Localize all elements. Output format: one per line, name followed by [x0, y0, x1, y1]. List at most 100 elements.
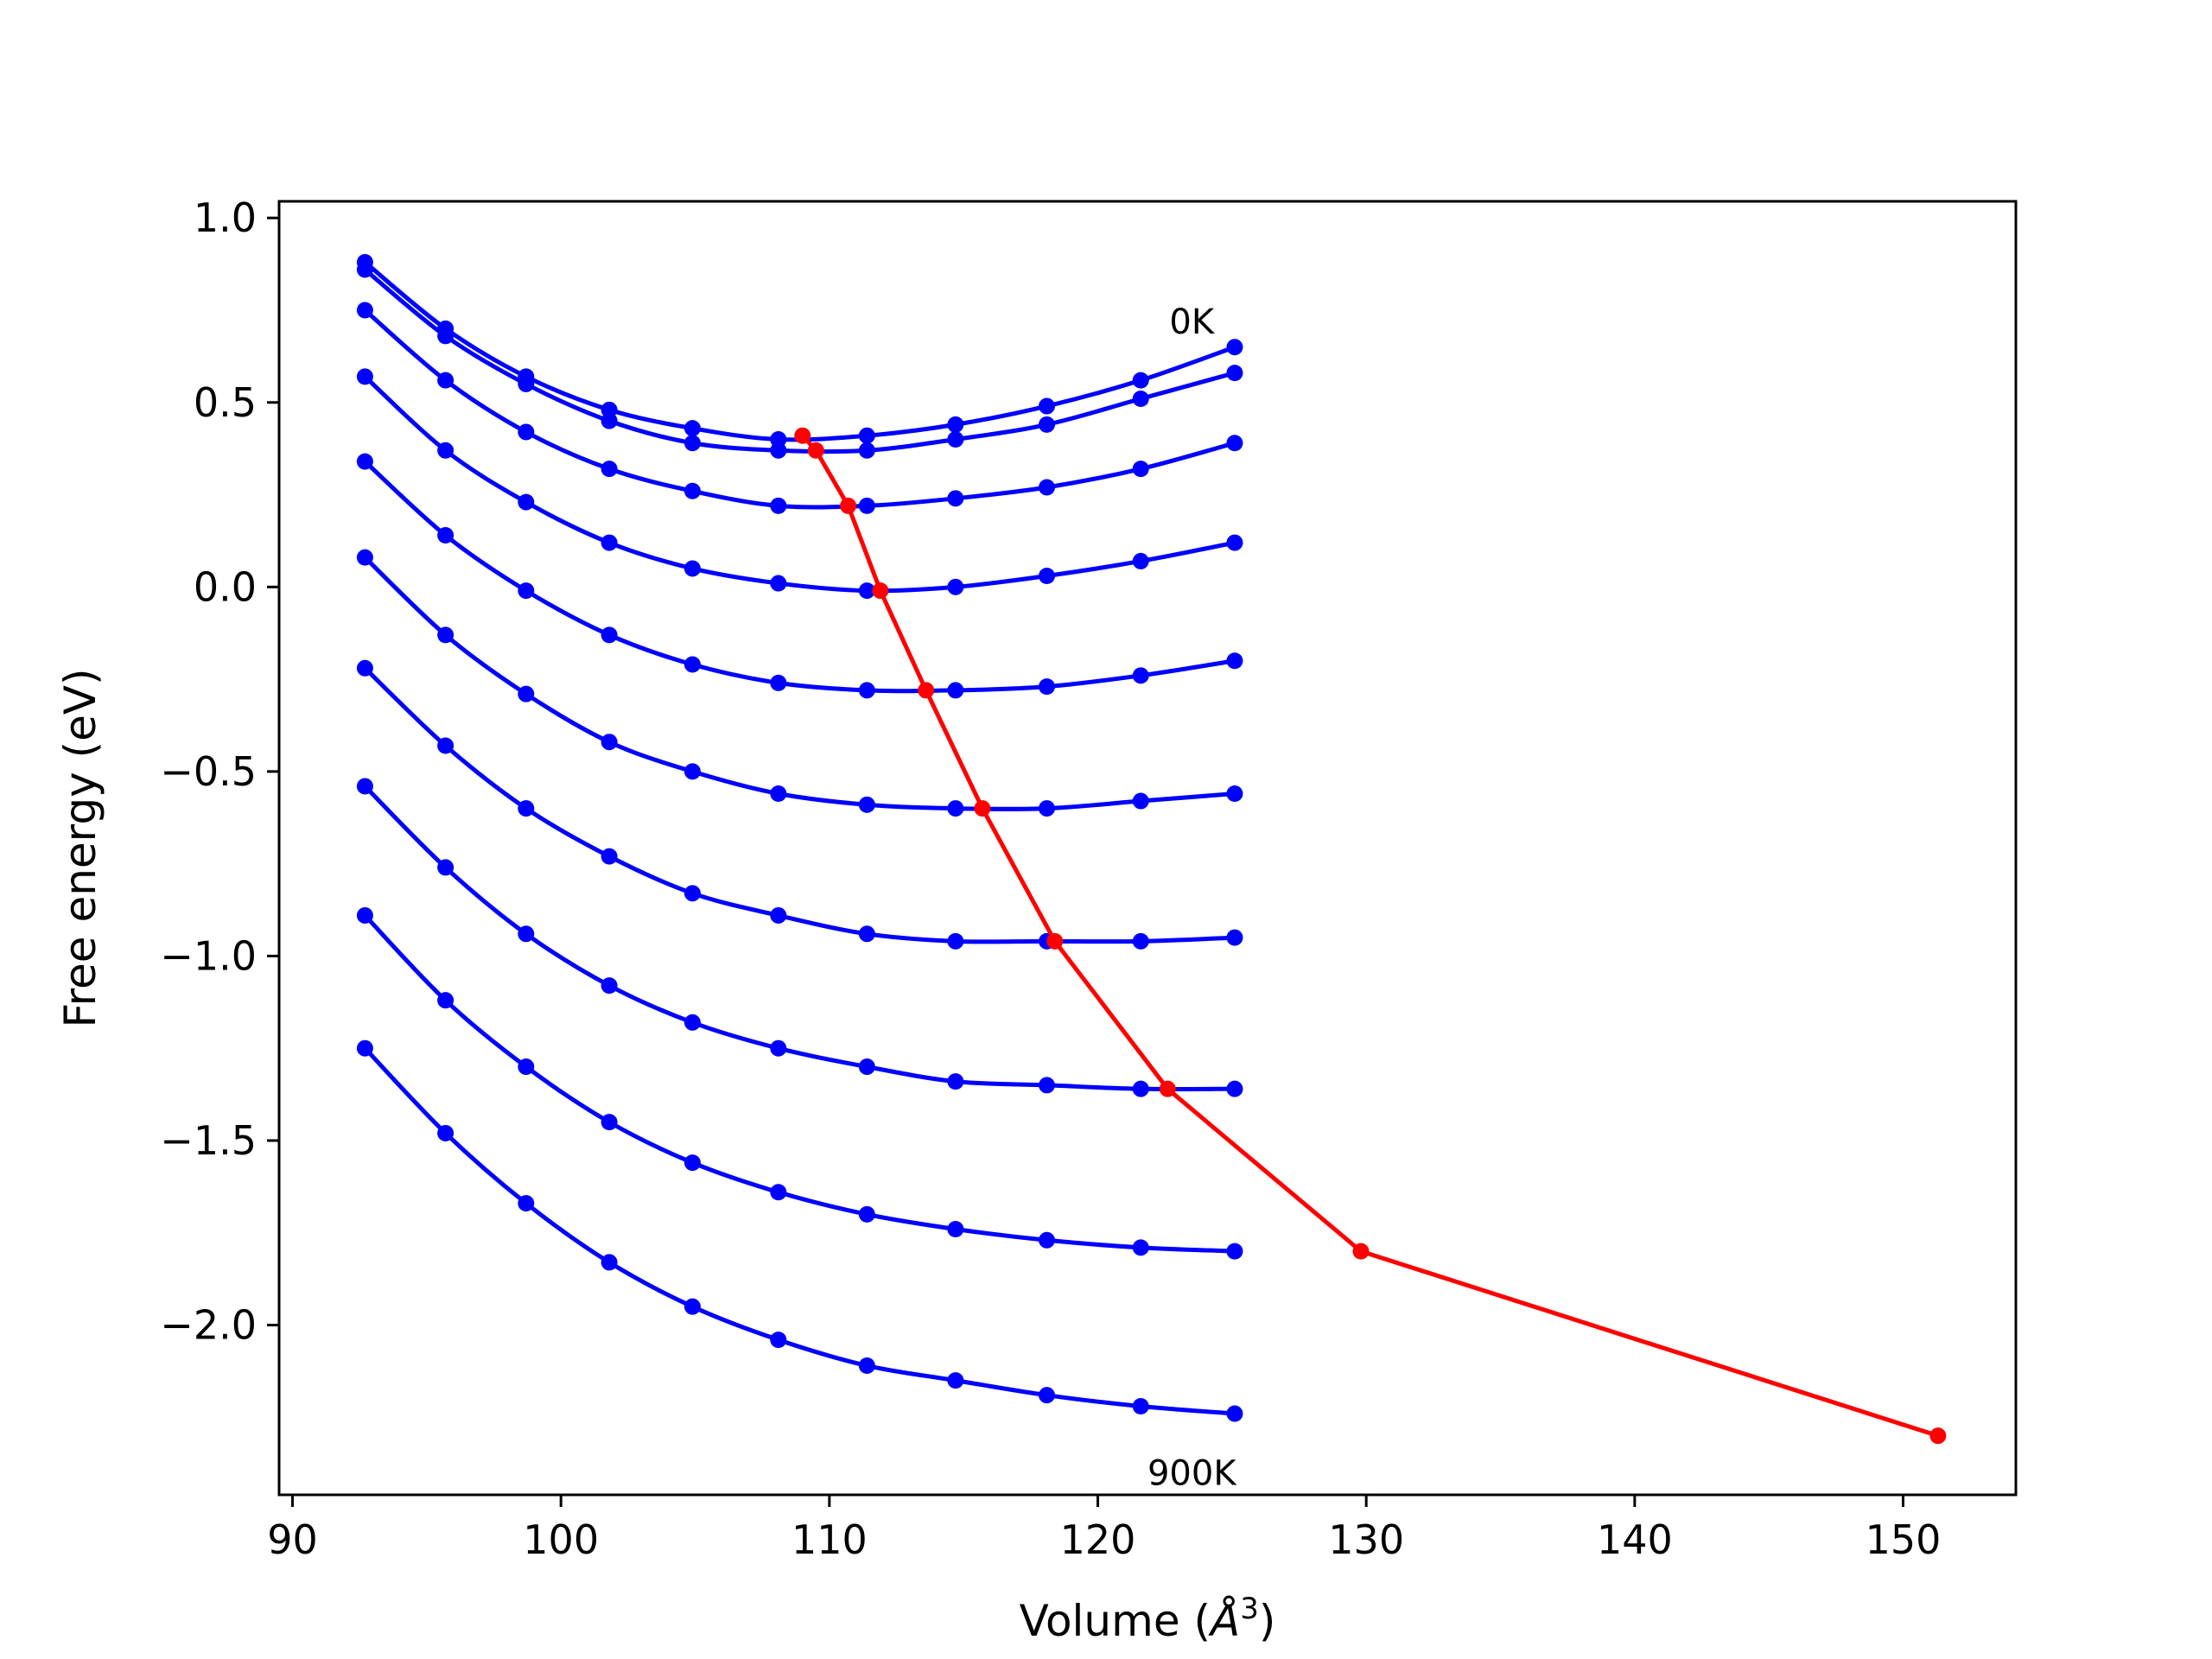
series-3-point-6 [858, 582, 875, 600]
minimum-line [800, 434, 1939, 1439]
series-6-point-0 [356, 659, 373, 677]
series-9-point-3 [601, 1254, 618, 1271]
series-1-point-2 [518, 375, 535, 392]
series-2-point-5 [770, 497, 787, 514]
series-8-point-6 [858, 1205, 875, 1223]
series-0-point-4 [683, 420, 701, 437]
series-5-point-2 [518, 685, 535, 702]
y-axis-ticks: 1.0 0.5 0.0 −0.5 −1.0 −1.5 −2.0 [160, 194, 279, 1349]
series-4-point-9 [1132, 667, 1149, 684]
annotation-0: 0K [1169, 302, 1215, 342]
series-1-point-10 [1226, 365, 1243, 382]
series-8-point-1 [437, 992, 454, 1009]
series-5-point-1 [437, 626, 454, 644]
y-tick-label: 0.5 [194, 379, 257, 426]
series-6-point-1 [437, 737, 454, 754]
series-2-point-2 [518, 423, 535, 441]
series-5-point-5 [770, 785, 787, 803]
series-1-point-4 [683, 435, 701, 452]
series-8-point-5 [770, 1184, 787, 1201]
series-1-point-1 [437, 327, 454, 345]
series-6-point-4 [683, 885, 701, 902]
series-4-point-7 [947, 682, 964, 699]
series-8-point-2 [518, 1058, 535, 1076]
series-2-point-0 [356, 302, 373, 319]
series-8-point-8 [1039, 1231, 1056, 1249]
series-0-point-9 [1132, 372, 1149, 389]
series-2-point-6 [858, 497, 875, 514]
series-3-point-10 [1226, 534, 1243, 551]
series-4-point-6 [858, 682, 875, 699]
x-tick-label: 120 [1060, 1516, 1136, 1563]
annotation-1: 900K [1147, 1453, 1237, 1493]
series-7-point-5 [770, 1039, 787, 1057]
minimum-curve-layer [794, 427, 1947, 1445]
curves-layer [356, 253, 1243, 1422]
series-2-point-3 [601, 461, 618, 478]
series-5-point-3 [601, 734, 618, 751]
series-2-point-1 [437, 372, 454, 389]
minimum-point-3 [872, 582, 889, 600]
series-2-point-9 [1132, 461, 1149, 478]
series-6-point-9 [1132, 932, 1149, 950]
series-8-point-0 [356, 906, 373, 924]
series-4-point-4 [683, 656, 701, 673]
series-8-point-9 [1132, 1239, 1149, 1256]
series-5-point-6 [858, 796, 875, 813]
series-3-point-2 [518, 493, 535, 511]
x-tick-label: 110 [791, 1516, 868, 1563]
y-tick-label: −2.0 [160, 1302, 257, 1349]
series-7-point-0 [356, 778, 373, 795]
series-line-8 [363, 913, 1236, 1254]
series-0-point-6 [858, 427, 875, 444]
y-axis-label: Free energy (eV) [55, 668, 105, 1027]
series-1-point-3 [601, 412, 618, 429]
series-4-point-0 [356, 453, 373, 470]
series-7-point-1 [437, 859, 454, 876]
series-line-5 [363, 556, 1236, 811]
series-5-point-4 [683, 763, 701, 780]
series-9-point-7 [947, 1372, 964, 1389]
series-1-point-0 [356, 261, 373, 278]
minimum-point-2 [840, 497, 857, 514]
series-6-point-3 [601, 848, 618, 865]
series-3-point-1 [437, 442, 454, 459]
series-5-point-0 [356, 549, 373, 566]
series-5-point-7 [947, 800, 964, 817]
y-tick-label: 1.0 [194, 194, 257, 241]
series-line-4 [363, 460, 1236, 694]
series-9-point-10 [1226, 1405, 1243, 1422]
series-1-point-7 [947, 430, 964, 448]
series-2-point-10 [1226, 435, 1243, 452]
series-0-point-8 [1039, 397, 1056, 415]
series-7-point-4 [683, 1014, 701, 1031]
minimum-point-0 [794, 427, 811, 444]
series-7-point-3 [601, 977, 618, 995]
annotations: 0K 900K [1147, 302, 1237, 1494]
series-3-point-5 [770, 575, 787, 592]
x-tick-label: 140 [1597, 1516, 1673, 1563]
series-1-point-6 [858, 442, 875, 459]
series-line-9 [363, 1046, 1236, 1416]
x-axis-label: Volume (Å3) [1020, 1592, 1276, 1646]
series-1-point-8 [1039, 416, 1056, 433]
minimum-point-4 [918, 682, 935, 699]
series-3-point-3 [601, 534, 618, 551]
series-7-point-6 [858, 1058, 875, 1076]
minimum-point-1 [807, 442, 824, 459]
series-3-point-0 [356, 368, 373, 385]
series-9-point-4 [683, 1298, 701, 1315]
x-tick-label: 130 [1328, 1516, 1404, 1563]
x-tick-label: 150 [1866, 1516, 1942, 1563]
series-4-point-5 [770, 674, 787, 691]
series-8-point-4 [683, 1154, 701, 1172]
minimum-point-7 [1159, 1080, 1176, 1097]
minimum-point-9 [1929, 1427, 1947, 1445]
series-9-point-6 [858, 1357, 875, 1375]
series-7-point-2 [518, 925, 535, 943]
x-axis-ticks: 90 100 110 120 130 140 150 [267, 1495, 1941, 1563]
series-3-point-9 [1132, 552, 1149, 569]
minimum-point-5 [974, 800, 991, 817]
series-6-point-5 [770, 906, 787, 924]
